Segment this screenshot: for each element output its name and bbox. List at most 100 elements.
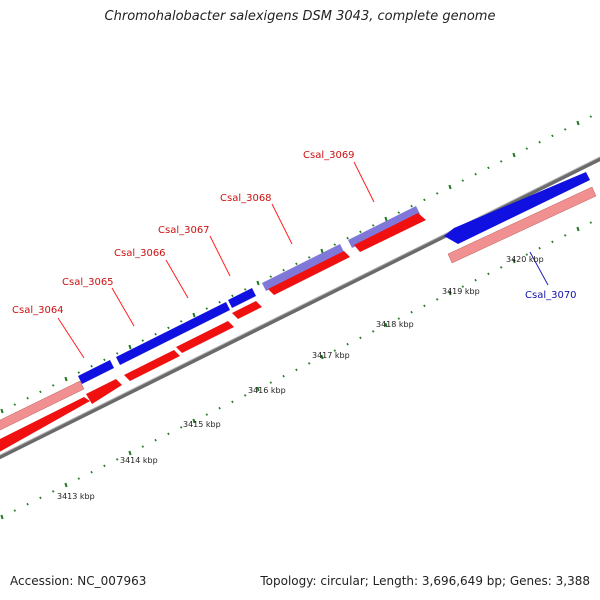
outer-tick (192, 312, 196, 318)
outer-tick (461, 179, 465, 182)
outer-tick (128, 344, 132, 350)
feature-rev-3064 (86, 379, 122, 404)
outer-tick (423, 198, 426, 202)
inner-tick (13, 509, 17, 512)
inner-tick (576, 226, 580, 232)
feature-rev-3069 (354, 213, 426, 252)
outer-tick (39, 390, 42, 394)
inner-tick (26, 502, 29, 506)
inner-tick (179, 426, 183, 429)
inner-tick (218, 406, 221, 410)
inner-tick (77, 477, 81, 480)
outer-tick (115, 352, 119, 355)
inner-tick (474, 278, 477, 282)
tick-label-3419: 3419 kbp (442, 287, 480, 296)
inner-tick (128, 450, 132, 456)
outer-tick (589, 115, 593, 118)
outer-tick (538, 140, 541, 144)
outer-tick (90, 364, 93, 368)
outer-tick (551, 134, 554, 138)
outer-tick-row (0, 115, 593, 414)
inner-tick (563, 234, 567, 237)
inner-tick (154, 438, 157, 442)
outer-tick (269, 275, 273, 278)
feature-rev-left (0, 397, 90, 452)
inner-tick (0, 514, 4, 520)
outer-tick (384, 216, 388, 222)
leader-lines (57, 161, 375, 359)
tick-label-3418: 3418 kbp (376, 320, 414, 329)
accession-text: Accession: NC_007963 (10, 574, 147, 588)
outer-tick (307, 256, 311, 259)
gene-label-csal-3066: Csal_3066 (114, 248, 166, 259)
tick-label-3417: 3417 kbp (312, 351, 350, 360)
inner-tick (333, 349, 337, 352)
outer-tick (218, 300, 221, 304)
feature-track (0, 172, 597, 452)
outer-tick (64, 376, 68, 382)
outer-tick (295, 262, 298, 266)
genome-backbone (0, 156, 600, 460)
outer-tick (525, 147, 529, 150)
outer-tick (371, 224, 375, 227)
inner-tick (410, 310, 413, 314)
outer-tick (243, 288, 247, 291)
inner-tick (115, 458, 119, 461)
inner-tick (243, 394, 247, 397)
gene-label-csal-3070: Csal_3070 (525, 290, 577, 301)
gene-label-csal-3067: Csal_3067 (158, 225, 210, 236)
tick-label-3415: 3415 kbp (183, 420, 221, 429)
inner-tick (461, 285, 465, 288)
outer-tick (576, 120, 580, 126)
outer-tick (154, 332, 157, 336)
inner-tick (346, 342, 349, 346)
inner-tick (64, 482, 68, 488)
feature-rev-3066 (176, 321, 234, 353)
tick-label-3416: 3416 kbp (248, 386, 286, 395)
inner-tick (282, 374, 285, 378)
feature-rev-3065 (124, 350, 180, 381)
inner-tick (269, 381, 273, 384)
inner-tick (90, 470, 93, 474)
tick-label-3420: 3420 kbp (506, 255, 544, 264)
gene-label-csal-3064: Csal_3064 (12, 305, 64, 316)
inner-tick (525, 253, 529, 256)
inner-tick (499, 266, 503, 269)
outer-tick (397, 211, 401, 214)
inner-tick (231, 400, 234, 404)
feature-fwd-3070 (444, 172, 590, 244)
feature-fwd-3065-3067 (116, 302, 230, 365)
gene-label-csal-3065: Csal_3065 (62, 277, 114, 288)
inner-tick (448, 290, 452, 296)
inner-tick (512, 258, 516, 264)
outer-tick (231, 294, 234, 298)
outer-tick (359, 230, 362, 234)
feature-rev-3070-light (447, 186, 597, 264)
inner-tick (51, 490, 55, 493)
outer-tick (51, 384, 55, 387)
inner-tick (256, 386, 260, 392)
inner-tick (589, 221, 593, 224)
inner-tick (551, 240, 554, 244)
outer-tick (333, 243, 337, 246)
inner-tick (192, 418, 196, 424)
inner-tick (205, 413, 209, 416)
inner-tick (384, 322, 388, 328)
outer-tick (410, 204, 413, 208)
outer-tick (167, 326, 170, 330)
feature-fwd-3064 (78, 360, 114, 384)
inner-tick (435, 298, 439, 301)
map-title: Chromohalobacter salexigens DSM 3043, co… (104, 9, 496, 24)
feature-fwd-3067b (228, 288, 256, 308)
outer-tick (26, 396, 29, 400)
outer-tick (499, 160, 503, 163)
inner-tick (307, 362, 311, 365)
outer-tick (346, 236, 349, 240)
outer-tick (13, 403, 17, 406)
outer-tick (474, 172, 477, 176)
outer-tick (320, 248, 324, 254)
inner-tick (397, 317, 401, 320)
inner-tick (167, 432, 170, 436)
outer-tick (77, 371, 81, 374)
